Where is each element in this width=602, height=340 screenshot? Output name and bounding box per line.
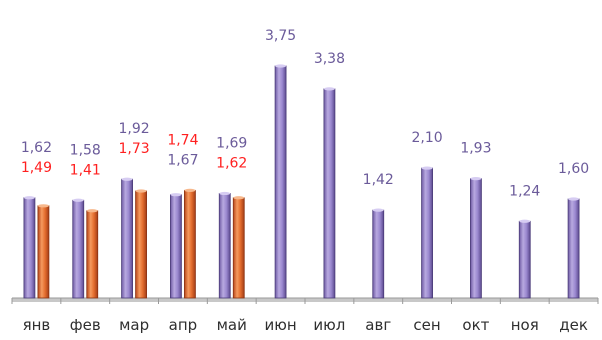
bar-cap [121,177,133,181]
bar-series-1-ноя [518,220,531,299]
bar-cap [86,209,98,213]
bar-series-2-мар [135,190,147,299]
bar-series-1-июл [323,88,336,299]
bar-series-1-дек [567,198,580,299]
bar-cap [470,176,482,181]
bar-cap [135,189,147,193]
bar-series-2-фев [86,210,99,299]
bar-series-1-янв [23,197,36,299]
bar-series-1-май [218,193,231,299]
data-label-series-1-май: 1,69 [216,135,247,151]
bar-cap [72,198,84,202]
bar-series-1-июн [274,65,287,299]
data-label-series-2-янв: 1,49 [21,160,52,176]
x-tick-label-июн: июн [264,316,296,334]
data-label-series-1-апр: 1,67 [167,152,198,168]
data-label-series-2-май: 1,62 [216,155,247,171]
bar-series-2-янв [37,205,50,299]
x-tick-label-фев: фев [70,316,101,334]
data-label-series-2-мар: 1,73 [118,141,149,157]
data-label-series-1-июл: 3,38 [314,51,345,67]
data-labels: 1,62 1,49 1,58 1,41 1,92 1,73 1,67 1,74 1,69 1,62… [21,28,589,199]
data-label-series-2-апр: 1,74 [167,132,198,148]
x-tick-label-окт: окт [462,316,489,334]
x-tick-label-июл: июл [313,316,345,334]
bar-series-1-фев [72,199,85,299]
x-tick-label-дек: дек [559,316,588,334]
bar-series-1-авг [372,209,385,299]
bar-cap [233,196,245,200]
data-label-series-1-сен: 2,10 [411,130,442,146]
bar-series-2-май [232,197,245,299]
bar-cap [184,188,196,192]
x-tick-label-мар: мар [119,316,149,334]
bar-cap [275,64,287,68]
bar-cap [23,196,35,200]
data-label-series-1-окт: 1,93 [460,141,491,157]
data-label-series-1-мар: 1,92 [118,121,149,137]
x-tick-label-ноя: ноя [511,316,539,334]
bar-cap [519,219,531,223]
x-tick-label-сен: сен [413,316,440,334]
bar-cap [219,191,231,196]
data-label-series-1-янв: 1,62 [21,140,52,156]
bar-series-2-апр [184,189,196,299]
bar-series-1-апр [170,194,182,299]
x-axis [11,297,599,304]
x-tick-label-май: май [217,316,247,334]
data-label-series-1-ноя: 1,24 [509,183,540,199]
bars [23,64,580,299]
bar-cap [568,197,580,201]
bar-cap [372,208,384,212]
bar-series-1-окт [470,178,482,299]
bar-cap [421,166,433,170]
bar-cap [170,193,182,197]
x-tick-labels: янв фев мар апр май июн июл авг сен окт ноя дек [23,316,588,334]
x-tick-label-апр: апр [169,316,198,334]
bar-cap [37,204,49,208]
bar-cap [323,87,335,91]
data-label-series-1-июн: 3,75 [265,28,296,44]
data-label-series-1-фев: 1,58 [70,142,101,158]
bar-series-1-мар [121,178,133,299]
data-label-series-2-фев: 1,41 [70,162,101,178]
x-tick-label-авг: авг [365,316,391,334]
data-label-series-1-авг: 1,42 [363,172,394,188]
x-tick-label-янв: янв [23,316,51,334]
data-label-series-1-дек: 1,60 [558,161,589,177]
bar-series-1-сен [421,167,433,299]
